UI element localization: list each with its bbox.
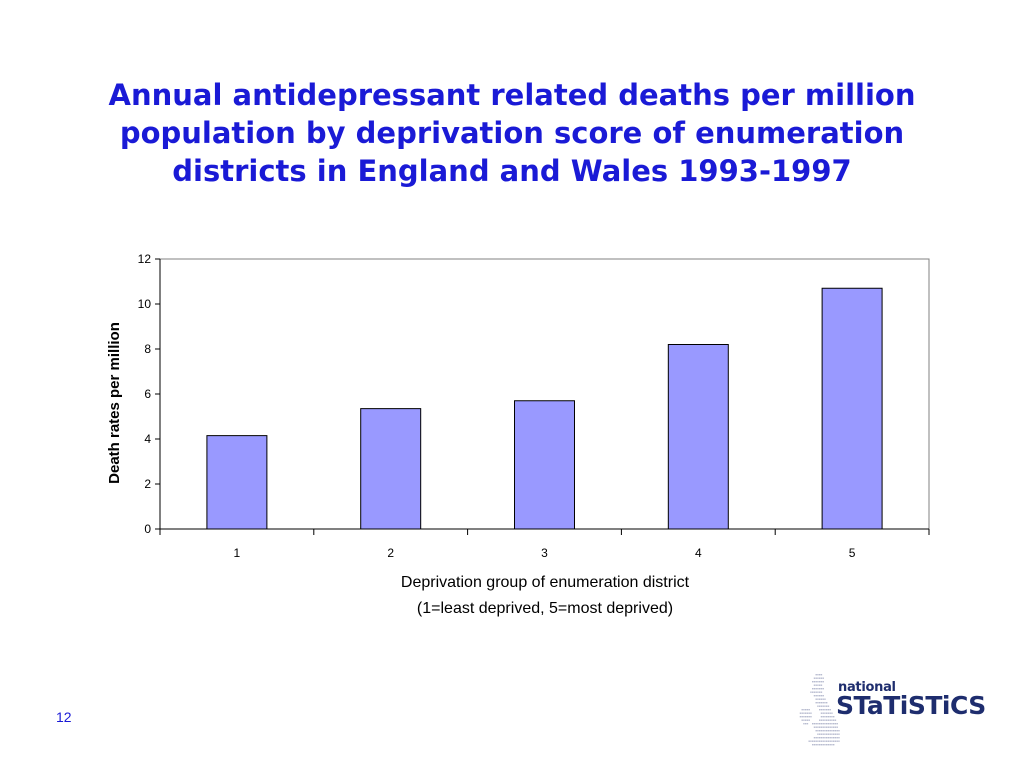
page-number: 12 — [56, 709, 72, 725]
x-axis-title: (1=least deprived, 5=most deprived) — [417, 600, 673, 617]
x-tick-label: 1 — [234, 546, 241, 560]
x-tick-label: 5 — [849, 546, 856, 560]
national-statistics-logo: national STaTiSTiCS — [796, 670, 986, 750]
y-tick-label: 8 — [144, 342, 151, 356]
x-tick-label: 4 — [695, 546, 702, 560]
y-tick-label: 4 — [144, 432, 151, 446]
logo-text-national: national — [838, 680, 896, 695]
title-line: districts in England and Wales 1993-1997 — [172, 154, 852, 188]
x-tick-label: 2 — [387, 546, 394, 560]
bar — [206, 435, 268, 530]
y-tick-label: 2 — [144, 477, 151, 491]
y-tick-label: 0 — [144, 522, 151, 536]
logo-text-statistics: STaTiSTiCS — [836, 691, 986, 720]
bar — [360, 408, 422, 530]
slide-title: Annual antidepressant related deaths per… — [60, 76, 964, 190]
y-tick-label: 12 — [138, 252, 152, 266]
title-line: Annual antidepressant related deaths per… — [108, 78, 916, 112]
bar — [821, 287, 883, 530]
x-axis-title: Deprivation group of enumeration distric… — [401, 574, 690, 591]
bar — [514, 400, 575, 530]
title-line: population by deprivation score of enume… — [119, 116, 905, 150]
y-axis-title: Death rates per million — [106, 322, 123, 484]
uk-map-icon — [799, 674, 842, 746]
x-tick-label: 3 — [541, 546, 548, 560]
y-tick-label: 6 — [144, 387, 151, 401]
y-tick-label: 10 — [138, 297, 152, 311]
bar — [667, 344, 729, 530]
